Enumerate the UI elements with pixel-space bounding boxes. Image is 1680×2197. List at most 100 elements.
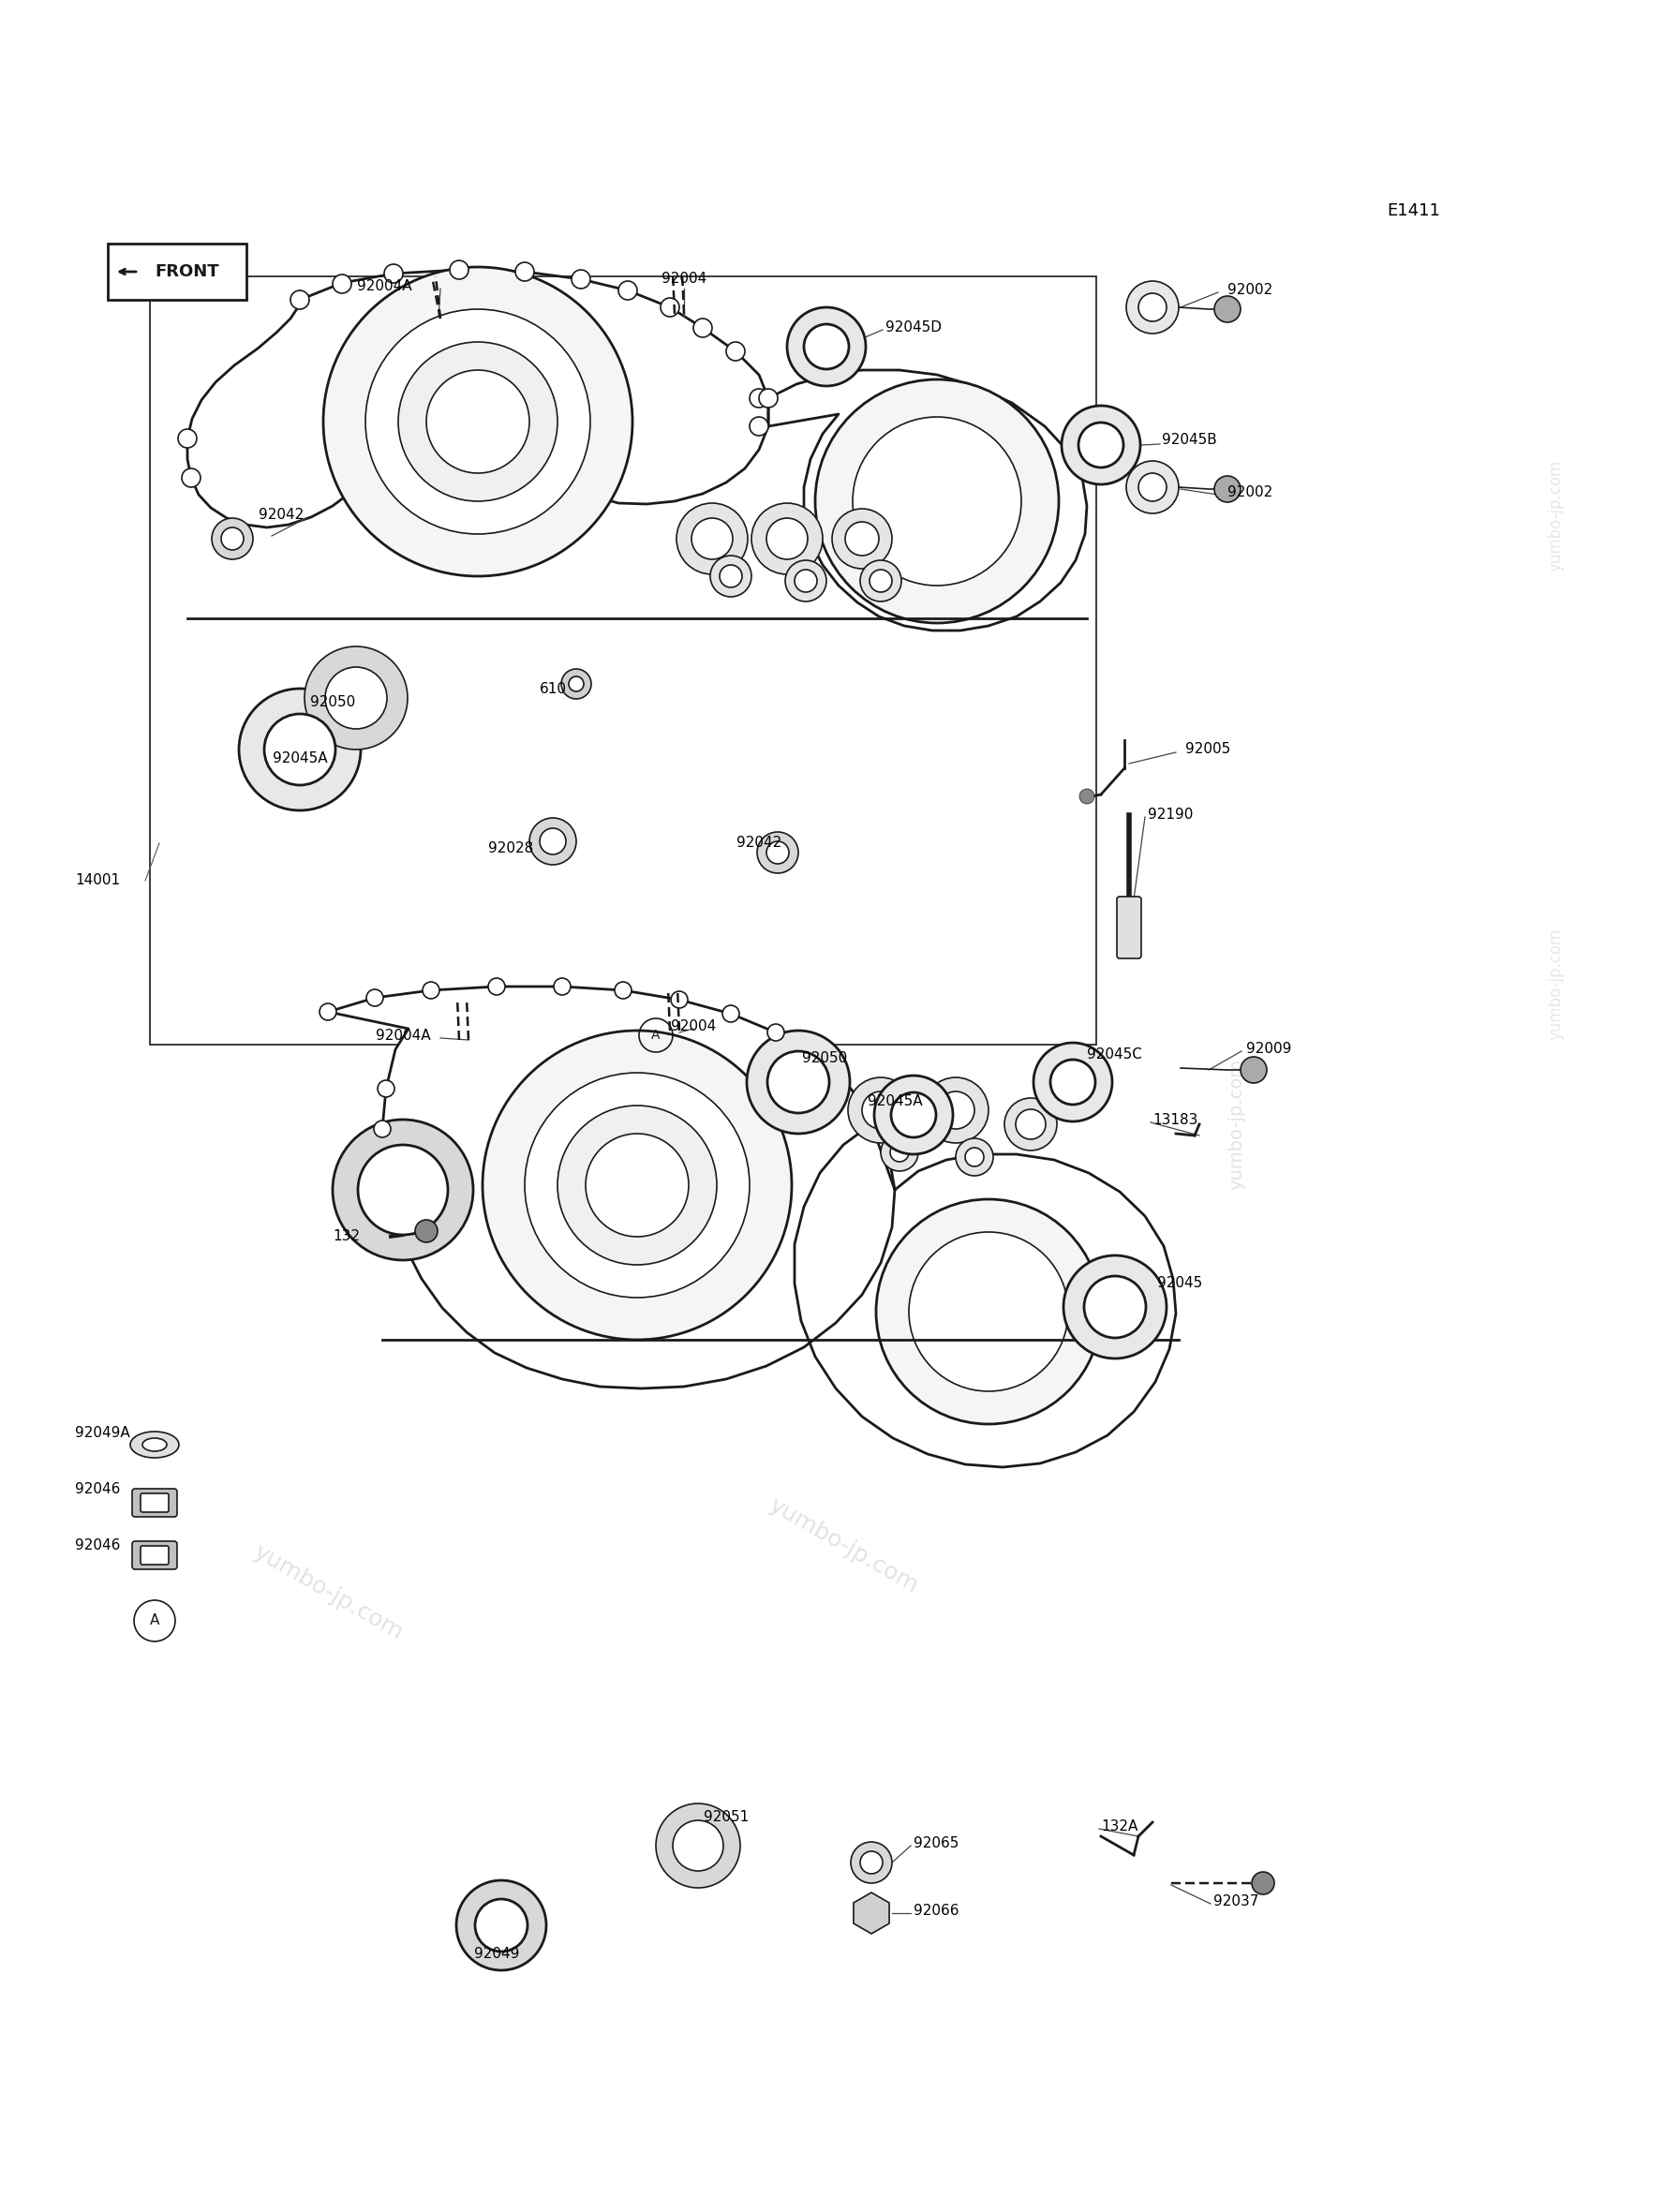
Circle shape	[875, 1200, 1100, 1424]
Text: FRONT: FRONT	[155, 264, 220, 281]
FancyBboxPatch shape	[133, 1540, 176, 1569]
Circle shape	[333, 275, 351, 292]
Polygon shape	[328, 986, 895, 1389]
FancyBboxPatch shape	[133, 1490, 176, 1516]
Text: yumbo-jp.com: yumbo-jp.com	[1547, 927, 1564, 1039]
Circle shape	[758, 833, 798, 872]
Circle shape	[719, 565, 743, 587]
Text: 92037: 92037	[1213, 1894, 1258, 1909]
Circle shape	[677, 503, 748, 573]
Circle shape	[870, 569, 892, 593]
FancyBboxPatch shape	[141, 1494, 168, 1512]
Circle shape	[366, 989, 383, 1006]
Text: 92190: 92190	[1147, 808, 1193, 822]
Circle shape	[385, 264, 403, 283]
Circle shape	[326, 668, 386, 729]
Circle shape	[358, 1145, 449, 1235]
Circle shape	[375, 1120, 391, 1138]
Circle shape	[529, 817, 576, 866]
Circle shape	[848, 1077, 914, 1142]
FancyBboxPatch shape	[108, 244, 247, 299]
Circle shape	[212, 518, 254, 560]
Circle shape	[711, 556, 751, 598]
Circle shape	[1005, 1098, 1057, 1151]
Polygon shape	[795, 1125, 1176, 1468]
Circle shape	[427, 369, 529, 472]
Circle shape	[726, 343, 744, 360]
Circle shape	[291, 290, 309, 310]
Circle shape	[759, 389, 778, 409]
Circle shape	[1062, 406, 1141, 483]
Circle shape	[860, 560, 902, 602]
Circle shape	[1252, 1872, 1275, 1894]
Circle shape	[850, 1841, 892, 1883]
Text: 92004: 92004	[670, 1019, 716, 1033]
Circle shape	[785, 560, 827, 602]
Circle shape	[694, 319, 712, 338]
Text: 92042: 92042	[736, 837, 781, 850]
Text: 92004A: 92004A	[356, 279, 412, 292]
Text: 92045D: 92045D	[885, 321, 942, 334]
Circle shape	[618, 281, 637, 299]
Circle shape	[475, 1898, 528, 1951]
Circle shape	[489, 978, 506, 995]
Circle shape	[909, 1233, 1068, 1391]
Circle shape	[890, 1142, 909, 1162]
Text: 92045A: 92045A	[272, 751, 328, 767]
Text: yumbo-jp.com: yumbo-jp.com	[512, 1213, 669, 1316]
Text: 132A: 132A	[1100, 1819, 1137, 1834]
Text: 92046: 92046	[76, 1538, 121, 1553]
Text: 92002: 92002	[1228, 283, 1273, 297]
Circle shape	[457, 1881, 546, 1971]
Circle shape	[832, 510, 892, 569]
Circle shape	[660, 299, 679, 316]
Polygon shape	[188, 270, 768, 527]
Circle shape	[805, 325, 848, 369]
Text: yumbo-jp.com: yumbo-jp.com	[764, 1494, 922, 1597]
Circle shape	[786, 308, 865, 387]
Circle shape	[672, 1821, 724, 1872]
Circle shape	[178, 428, 197, 448]
Circle shape	[415, 1219, 437, 1241]
Text: 92045A: 92045A	[867, 1094, 922, 1107]
Circle shape	[692, 518, 732, 560]
Text: 132: 132	[333, 1230, 360, 1244]
Text: 92009: 92009	[1247, 1041, 1292, 1057]
Circle shape	[937, 1092, 974, 1129]
Circle shape	[922, 1077, 988, 1142]
Circle shape	[539, 828, 566, 855]
Circle shape	[1050, 1059, 1095, 1105]
Text: 92028: 92028	[489, 841, 533, 855]
Circle shape	[1240, 1057, 1267, 1083]
Circle shape	[862, 1092, 899, 1129]
Text: yumbo-jp.com: yumbo-jp.com	[249, 1540, 407, 1646]
Circle shape	[571, 270, 590, 288]
Text: 610: 610	[539, 681, 566, 696]
Circle shape	[890, 1092, 936, 1138]
Text: A: A	[652, 1028, 660, 1041]
Polygon shape	[768, 369, 1087, 631]
Circle shape	[264, 714, 336, 784]
Circle shape	[516, 261, 534, 281]
Text: 92005: 92005	[1186, 743, 1230, 756]
Circle shape	[423, 982, 440, 1000]
Circle shape	[670, 991, 687, 1008]
Circle shape	[586, 1134, 689, 1237]
Circle shape	[766, 518, 808, 560]
Circle shape	[366, 310, 590, 534]
Circle shape	[615, 982, 632, 1000]
Text: 92046: 92046	[76, 1483, 121, 1496]
Circle shape	[304, 646, 408, 749]
Bar	[150, 277, 1097, 1044]
Circle shape	[655, 1804, 741, 1887]
Ellipse shape	[143, 1439, 166, 1452]
Circle shape	[319, 1004, 336, 1019]
Circle shape	[398, 343, 558, 501]
Circle shape	[570, 677, 583, 692]
Circle shape	[1215, 297, 1240, 323]
Circle shape	[482, 1030, 791, 1340]
Circle shape	[1016, 1109, 1045, 1140]
Text: 92049: 92049	[474, 1947, 519, 1960]
Ellipse shape	[131, 1432, 180, 1459]
Circle shape	[766, 841, 790, 863]
